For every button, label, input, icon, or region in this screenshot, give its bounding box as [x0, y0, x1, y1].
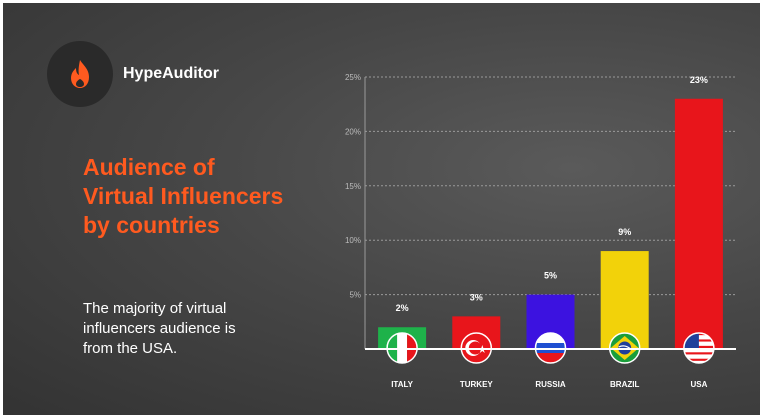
- title-line-3: by countries: [83, 212, 220, 238]
- y-tick-label: 5%: [349, 291, 361, 300]
- category-label: BRAZIL: [610, 380, 639, 389]
- y-tick-label: 15%: [345, 182, 361, 191]
- chart-title: Audience of Virtual Influencers by count…: [83, 153, 363, 240]
- title-line-2: Virtual Influencers: [83, 183, 284, 209]
- category-label: ITALY: [391, 380, 413, 389]
- data-label: 23%: [690, 75, 708, 85]
- bar-chart: 5% 10% 15% 20% 25% 2% ITALY 3% TURKEY 5% RUSSIA 9% B…: [345, 73, 736, 389]
- category-label: RUSSIA: [535, 380, 565, 389]
- y-tick-label: 10%: [345, 236, 361, 245]
- description: The majority of virtual influencers audi…: [83, 299, 343, 359]
- description-line-2: influencers audience is: [83, 320, 236, 337]
- flame-icon: [71, 60, 89, 88]
- data-label: 2%: [396, 303, 409, 313]
- data-label: 9%: [618, 227, 631, 237]
- logo: [47, 41, 113, 107]
- infographic-card: HypeAuditor Audience of Virtual Influenc…: [3, 3, 760, 415]
- description-line-3: from the USA.: [83, 340, 178, 357]
- usa-flag-icon: [683, 332, 715, 364]
- category-label: TURKEY: [460, 380, 494, 389]
- category-label: USA: [690, 380, 707, 389]
- y-tick-label: 20%: [345, 127, 361, 136]
- description-line-1: The majority of virtual: [83, 300, 227, 317]
- bar-usa: [674, 98, 723, 349]
- data-label: 3%: [470, 292, 483, 302]
- brand-name: HypeAuditor: [123, 65, 219, 82]
- data-label: 5%: [544, 271, 557, 281]
- brand: HypeAuditor: [47, 41, 219, 107]
- y-tick-label: 25%: [345, 73, 361, 82]
- title-line-1: Audience of: [83, 154, 215, 180]
